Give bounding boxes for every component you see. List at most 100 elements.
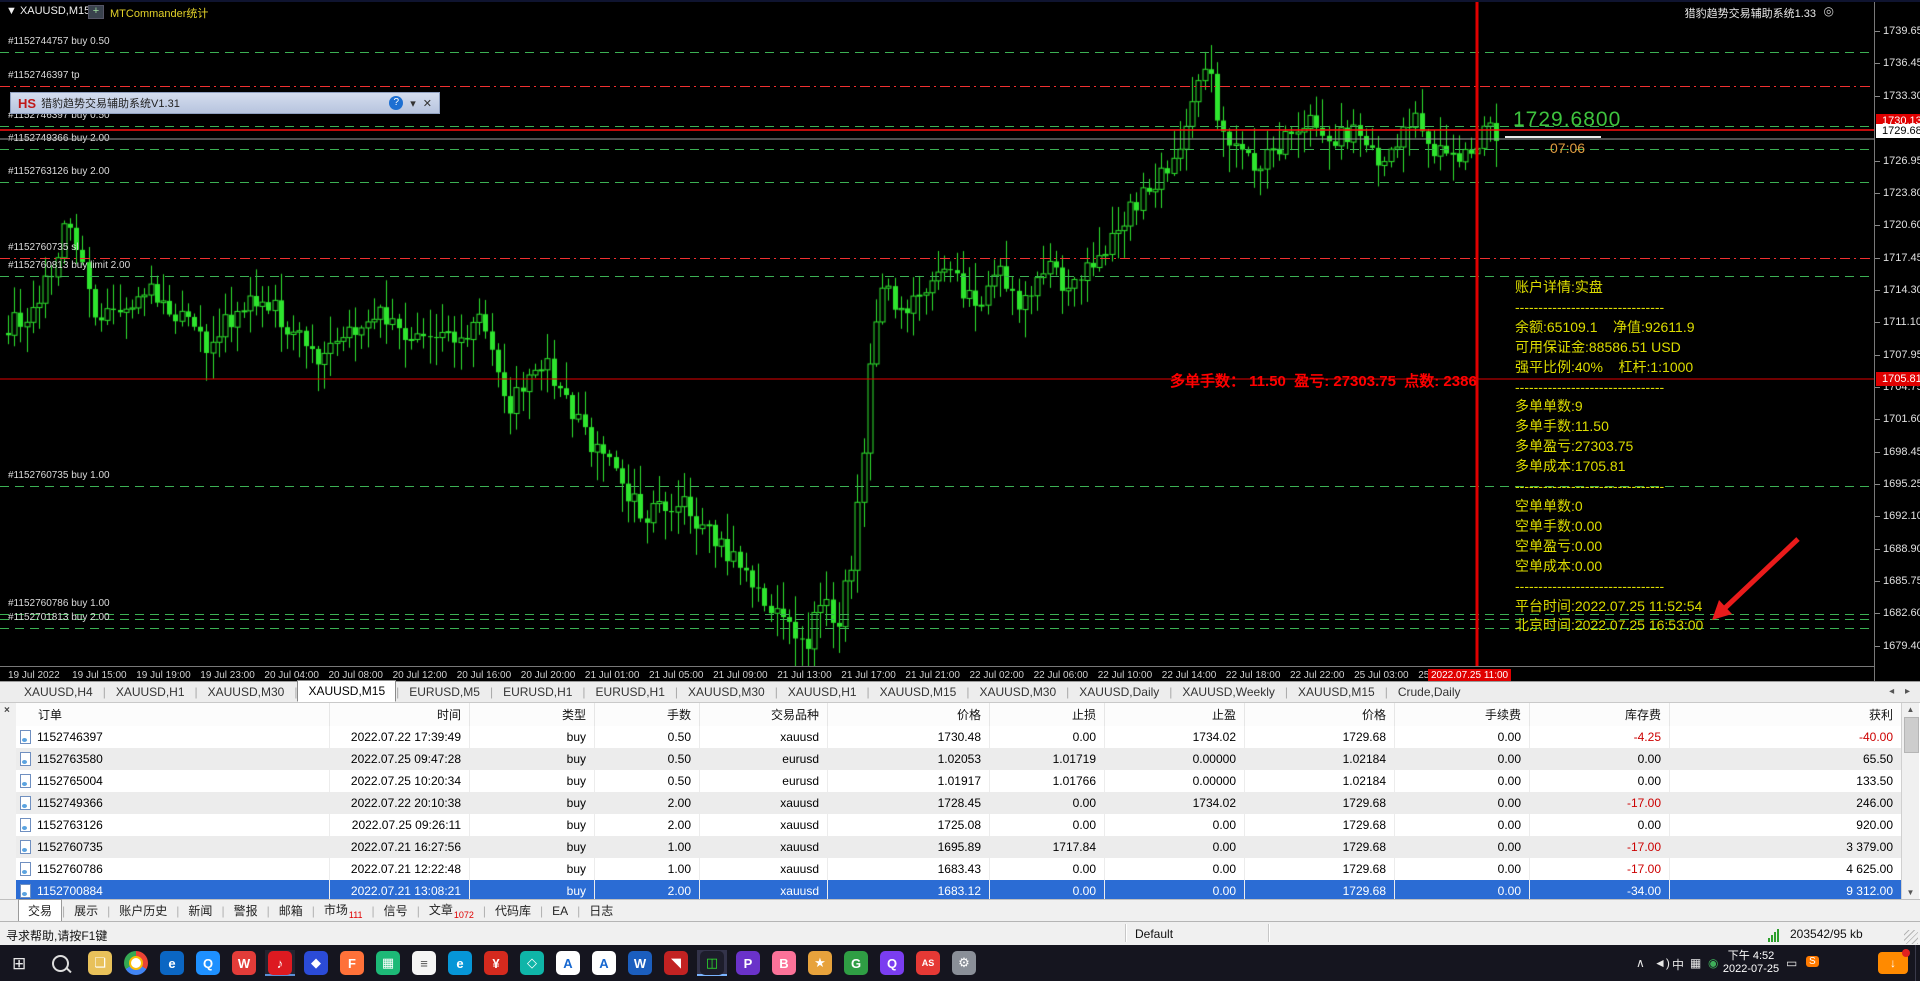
time-axis[interactable]: 19 Jul 2022 19 Jul 15:00 19 Jul 19:00 19 Ju… [0, 666, 1874, 684]
order-line[interactable] [0, 276, 1874, 277]
network-icon[interactable]: ▦ [1690, 956, 1702, 970]
table-scrollbar[interactable]: ▲ ▼ [1901, 703, 1919, 899]
start-button[interactable]: ⊞ [12, 954, 27, 973]
chart-tab-xauusd-m30[interactable]: XAUUSD,M30 [688, 685, 765, 699]
volume-icon[interactable]: ◄) [1654, 956, 1670, 970]
taskbar-app-wps[interactable]: W [229, 950, 259, 976]
terminal-tab-2[interactable]: 账户历史 [119, 904, 168, 918]
taskbar-clock[interactable]: 下午 4:52 2022-07-25 [1722, 950, 1780, 976]
terminal-tab-4[interactable]: 警报 [233, 904, 258, 918]
chart-tab-xauusd-m30[interactable]: XAUUSD,M30 [207, 685, 285, 699]
column-header[interactable]: 库存费 [1530, 703, 1670, 726]
terminal-tab-8[interactable]: 文章1072 [428, 903, 474, 920]
order-line[interactable] [0, 619, 1874, 620]
scrollbar-thumb[interactable] [1904, 717, 1919, 753]
column-header[interactable]: 获利 [1670, 703, 1902, 726]
tab-scroll-arrows[interactable]: ◂ ▸ [1889, 686, 1914, 697]
table-row[interactable]: 1152765004 2022.07.25 10:20:34 buy 0.50 euru… [16, 770, 1902, 792]
chart-tab-xauusd-m15[interactable]: XAUUSD,M15 [297, 680, 397, 702]
terminal-tab-1[interactable]: 展示 [74, 904, 99, 918]
security-icon[interactable]: ◉ [1708, 956, 1719, 970]
column-header[interactable]: 止盈 [1105, 703, 1245, 726]
terminal-tab-9[interactable]: 代码库 [494, 904, 531, 918]
order-line[interactable] [0, 52, 1874, 53]
taskbar-app-app-green[interactable]: G [841, 950, 871, 976]
taskbar-app-edge[interactable]: e [157, 950, 187, 976]
show-desktop-button[interactable] [1915, 945, 1920, 981]
taskbar-app-edge-dev[interactable]: e [445, 950, 475, 976]
chart-tab-eurusd-h1[interactable]: EURUSD,H1 [503, 685, 573, 699]
order-line[interactable] [0, 486, 1874, 487]
chart-tab-xauusd-weekly[interactable]: XAUUSD,Weekly [1182, 685, 1275, 699]
table-row[interactable]: 1152746397 2022.07.22 17:39:49 buy 0.50 xauu… [16, 726, 1902, 748]
orders-table-header[interactable]: 订单 时间 类型 手数 交易品种 价格 止损 止盈 价格 手续费 库存费 获利 [16, 703, 1902, 727]
terminal-tab-10[interactable]: EA [552, 903, 569, 918]
terminal-tab-trade[interactable]: 交易 [18, 899, 63, 922]
stop-line[interactable] [0, 86, 1874, 87]
taskbar-app-app-blue[interactable]: ◆ [301, 950, 331, 976]
chart-tab-xauusd-m30[interactable]: XAUUSD,M30 [979, 685, 1057, 699]
taskbar-app-app-purple[interactable]: P [733, 950, 763, 976]
order-line[interactable] [0, 182, 1874, 183]
taskbar-app-netease-music[interactable]: ♪ [265, 950, 295, 976]
resize-grip[interactable] [1904, 930, 1918, 944]
profile-selector[interactable]: Default [1135, 927, 1174, 941]
mtcommander-tab[interactable]: MTCommander统计 [110, 8, 209, 20]
chart-tab-crude-daily[interactable]: Crude,Daily [1397, 685, 1461, 699]
chart-tab-xauusd-m15[interactable]: XAUUSD,M15 [1298, 685, 1375, 699]
terminal-tab-6[interactable]: 市场111 [323, 903, 363, 920]
terminal-tab-5[interactable]: 邮箱 [278, 904, 303, 918]
taskbar-app-chrome[interactable] [121, 950, 151, 976]
ime-lang-indicator[interactable]: 中 [1672, 958, 1685, 972]
taskbar-app-gold[interactable]: ★ [805, 950, 835, 976]
taskbar-app-browser-blue[interactable]: Q [193, 950, 223, 976]
taskbar-app-word[interactable]: W [625, 950, 655, 976]
terminal-tab-3[interactable]: 新闻 [188, 904, 213, 918]
close-icon[interactable]: × [4, 705, 10, 716]
chart-symbol-tab[interactable]: ▼ XAUUSD,M15 [6, 5, 91, 17]
chart-tab-xauusd-m15[interactable]: XAUUSD,M15 [879, 685, 957, 699]
table-row[interactable]: 1152700884 2022.07.21 13:08:21 buy 2.00 xauu… [16, 880, 1902, 902]
taskbar-app-iqiyi[interactable]: Q [877, 950, 907, 976]
table-row[interactable]: 1152763126 2022.07.25 09:26:11 buy 2.00 xauu… [16, 814, 1902, 836]
chart-tab-xauusd-daily[interactable]: XAUUSD,Daily [1079, 685, 1160, 699]
taskbar-app-app-a1[interactable]: A [553, 950, 583, 976]
scroll-down-icon[interactable]: ▼ [1906, 888, 1915, 897]
stop-line[interactable] [0, 258, 1874, 259]
taskbar-app-stock-red[interactable]: ◥ [661, 950, 691, 976]
taskbar-app-notepad[interactable]: ≡ [409, 950, 439, 976]
chart-tab-xauusd-h1[interactable]: XAUUSD,H1 [115, 685, 185, 699]
table-row[interactable]: 1152749366 2022.07.22 20:10:38 buy 2.00 xauu… [16, 792, 1902, 814]
chart-area[interactable]: #1152744757 buy 0.50 #1152746397 tp #11527… [0, 0, 1920, 684]
search-icon[interactable] [52, 955, 69, 972]
chart-tab-eurusd-m5[interactable]: EURUSD,M5 [409, 685, 480, 699]
chart-tab-eurusd-h1[interactable]: EURUSD,H1 [595, 685, 665, 699]
info-icon[interactable]: ◎ [1823, 4, 1834, 18]
order-line[interactable] [0, 126, 1874, 127]
taskbar-app-autodesk[interactable]: AS [913, 950, 943, 976]
table-row[interactable]: 1152763580 2022.07.25 09:47:28 buy 0.50 euru… [16, 748, 1902, 770]
scroll-up-icon[interactable]: ▲ [1906, 705, 1915, 714]
chevron-up-icon[interactable]: ∧ [1636, 956, 1645, 970]
hs-indicator-panel[interactable]: HS 猎豹趋势交易辅助系统V1.31 ? ▾ ✕ [10, 92, 440, 114]
sogou-tray-icon[interactable]: S [1806, 956, 1819, 967]
taskbar-app-bilibili[interactable]: B [769, 950, 799, 976]
column-header[interactable]: 交易品种 [700, 703, 828, 726]
baidu-netdisk-tray-icon[interactable]: ↓ [1878, 952, 1908, 974]
column-header[interactable]: 类型 [470, 703, 595, 726]
notification-icon[interactable]: ▭ [1786, 956, 1798, 970]
column-header[interactable]: 价格 [1245, 703, 1395, 726]
taskbar-app-mt4-terminal[interactable]: ◫ [697, 950, 727, 976]
taskbar-app-folder[interactable]: ❏ [85, 950, 115, 976]
add-chart-button[interactable]: + [88, 5, 104, 19]
taskbar-app-cube[interactable]: ◇ [517, 950, 547, 976]
table-row[interactable]: 1152760735 2022.07.21 16:27:56 buy 1.00 xauu… [16, 836, 1902, 858]
taskbar-app-360[interactable]: ▦ [373, 950, 403, 976]
column-header[interactable]: 时间 [330, 703, 470, 726]
order-line[interactable] [0, 628, 1874, 629]
column-header[interactable]: 订单 [16, 703, 330, 726]
chart-tab-xauusd-h4[interactable]: XAUUSD,H4 [24, 685, 93, 699]
close-icon[interactable]: ✕ [422, 97, 432, 110]
terminal-tab-7[interactable]: 信号 [383, 904, 408, 918]
chart-tab-xauusd-h1[interactable]: XAUUSD,H1 [787, 685, 857, 699]
